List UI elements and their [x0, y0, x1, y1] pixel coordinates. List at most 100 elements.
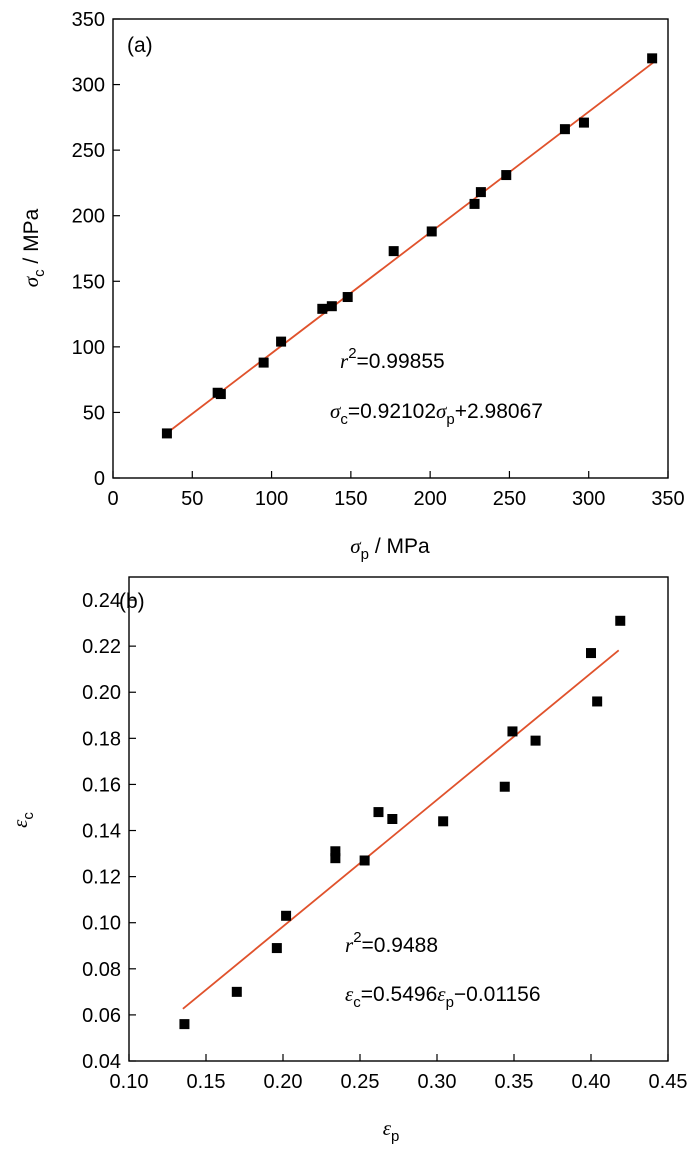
data-point-b-15 [615, 615, 626, 626]
y-tick-label-a-6: 300 [72, 75, 105, 97]
r2-sup-b: 2 [353, 929, 361, 946]
eq-rhs-sub-a: p [446, 411, 454, 428]
x-tick-label-a-6: 300 [572, 488, 605, 510]
x-label-unit-a: / MPa [369, 535, 430, 558]
r2-annotation-b: r2=0.9488 [345, 929, 438, 957]
data-point-a-6 [326, 301, 337, 312]
fit-line-b [182, 649, 620, 1010]
data-point-a-14 [578, 117, 589, 128]
y-tick-label-a-1: 50 [83, 402, 105, 424]
x-ticks-b: 0.10 0.15 0.20 0.25 0.30 0.35 0.40 0.45 [110, 1054, 688, 1093]
r2-symbol-a: r [340, 349, 349, 373]
eq-rhs-symbol-a: σ [436, 399, 448, 423]
eq-coef-b: =0.5496 [361, 983, 438, 1006]
points-b [179, 615, 626, 1030]
y-tick-label-b-0: 0.04 [82, 1051, 121, 1073]
x-tick-label-b-6: 0.40 [572, 1071, 611, 1093]
x-tick-label-b-1: 0.15 [187, 1071, 226, 1093]
data-point-b-14 [592, 696, 603, 707]
x-tick-label-b-0: 0.10 [110, 1071, 149, 1093]
data-point-a-2 [215, 389, 226, 400]
data-point-b-4 [330, 853, 341, 864]
data-point-b-6 [359, 855, 370, 866]
data-point-b-9 [438, 816, 449, 827]
eq-coef-a: =0.92102 [348, 400, 436, 423]
data-point-b-2 [271, 943, 282, 954]
fit-line-layer-b [182, 649, 620, 1010]
y-ticks-a: 0 50 100 150 200 250 300 350 [72, 9, 120, 490]
data-point-b-11 [507, 726, 518, 737]
data-point-a-0 [161, 428, 172, 439]
y-label-symbol-a: σ [19, 275, 43, 287]
plot-frame-b [128, 576, 669, 1062]
fit-line-a [164, 61, 655, 435]
panel-label-b: (b) [119, 590, 145, 613]
data-point-b-12 [530, 735, 541, 746]
x-label-symbol-a: σ [350, 534, 362, 558]
x-tick-label-b-7: 0.45 [649, 1071, 688, 1093]
y-tick-label-a-5: 250 [72, 140, 105, 162]
data-point-b-13 [586, 648, 596, 659]
x-tick-label-b-2: 0.20 [264, 1071, 303, 1093]
r2-annotation-a: r2=0.99855 [340, 345, 445, 373]
x-tick-label-a-7: 350 [651, 488, 684, 510]
panel-label-a: (a) [127, 34, 153, 57]
eq-rhs-symbol-b: ε [437, 982, 446, 1006]
data-point-b-7 [373, 807, 384, 818]
y-label-sub-b: c [20, 812, 37, 820]
x-axis-label-b: εp [383, 1116, 400, 1145]
data-point-b-1 [231, 986, 242, 997]
data-point-b-3 [281, 910, 292, 921]
y-tick-label-a-2: 100 [72, 337, 105, 359]
data-point-a-10 [469, 198, 480, 209]
r2-value-a: =0.99855 [357, 350, 445, 373]
data-point-b-0 [179, 1019, 190, 1030]
data-point-b-5 [330, 846, 341, 857]
x-label-sub-a: p [361, 546, 369, 563]
eq-lhs-symbol-b: ε [345, 982, 354, 1006]
x-tick-label-b-4: 0.30 [418, 1071, 457, 1093]
y-tick-label-b-1: 0.06 [82, 1005, 121, 1027]
data-point-a-13 [559, 124, 570, 135]
x-tick-label-a-3: 150 [334, 488, 367, 510]
data-point-a-9 [426, 226, 437, 237]
y-tick-label-b-5: 0.14 [82, 821, 121, 843]
y-axis-label-b: εc [8, 812, 37, 828]
y-label-sub-a: c [31, 269, 48, 277]
y-tick-label-a-7: 350 [72, 9, 105, 31]
y-tick-label-b-8: 0.20 [82, 682, 121, 704]
data-point-a-8 [388, 246, 399, 257]
eq-rhs-sub-b: p [446, 994, 454, 1011]
data-point-a-7 [342, 292, 353, 303]
eq-lhs-sub-b: c [353, 994, 361, 1011]
eq-lhs-symbol-a: σ [330, 399, 342, 423]
chart-panel-a: 0 50 100 150 200 250 300 350 0 50 100 150 200 250 300… [19, 9, 685, 563]
x-tick-label-a-4: 200 [413, 488, 446, 510]
x-label-symbol-b: ε [383, 1116, 392, 1140]
x-tick-label-a-5: 250 [493, 488, 526, 510]
x-tick-label-a-0: 0 [107, 488, 118, 510]
x-label-sub-b: p [391, 1128, 399, 1145]
y-ticks-b: 0.04 0.06 0.08 0.10 0.12 0.14 0.16 0.18 0.20 0.22… [82, 590, 136, 1073]
x-tick-label-b-5: 0.35 [495, 1071, 534, 1093]
data-point-b-10 [499, 781, 510, 792]
data-point-a-12 [501, 170, 512, 181]
r2-value-b: =0.9488 [362, 934, 439, 957]
y-label-unit-a: / MPa [20, 208, 43, 269]
points-a [161, 53, 658, 439]
data-point-a-4 [276, 336, 287, 347]
y-tick-label-b-7: 0.18 [82, 728, 121, 750]
x-tick-label-a-2: 100 [255, 488, 288, 510]
y-tick-label-a-3: 150 [72, 271, 105, 293]
x-axis-label-a: σp / MPa [350, 534, 430, 563]
y-tick-label-b-9: 0.22 [82, 636, 121, 658]
eq-lhs-sub-a: c [340, 411, 348, 428]
plot-frame-a [112, 18, 669, 479]
eq-const-a: +2.98067 [455, 400, 543, 423]
x-tick-label-a-1: 50 [181, 488, 203, 510]
y-tick-label-b-6: 0.16 [82, 774, 121, 796]
data-point-b-8 [387, 814, 398, 824]
r2-symbol-b: r [345, 933, 354, 957]
